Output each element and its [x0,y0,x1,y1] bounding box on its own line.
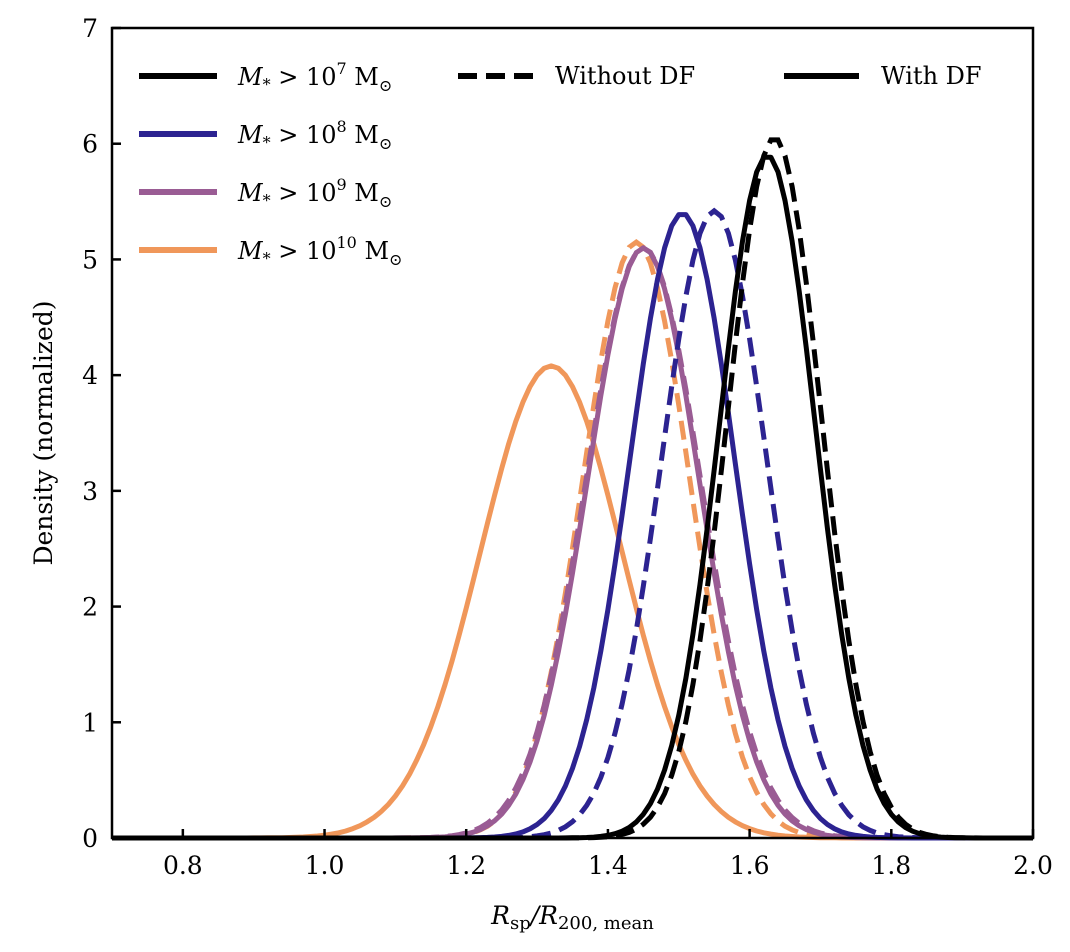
x-axis-label-sub1: sp [510,913,531,934]
x-tick-label: 0.8 [163,851,203,880]
y-axis-label: Density (normalized) [29,300,58,565]
legend-label-with-df: With DF [881,62,982,90]
legend-label-m9: M* > 109 M⊙ [237,175,392,211]
x-axis-label-r2: /R [529,901,558,930]
legend-label-m7: M* > 107 M⊙ [237,59,392,95]
y-tick-label: 3 [82,477,98,506]
plot-frame [110,26,1035,840]
legend-label-m10: M* > 1010 M⊙ [237,233,402,269]
legend-label-without-df: Without DF [555,62,695,90]
y-tick-label: 6 [82,130,98,159]
y-axis: 0 1 2 3 4 5 6 7 [82,14,121,853]
x-tick-label: 1.2 [446,851,486,880]
x-axis-label-r1: R [490,901,510,930]
x-axis: 0.8 1.0 1.2 1.4 1.6 1.8 2.0 [163,829,1053,880]
x-tick-label: 1.4 [588,851,628,880]
x-tick-label: 1.8 [871,851,911,880]
x-axis-label-sub2: 200, mean [558,913,654,934]
y-tick-label: 5 [82,245,98,274]
x-tick-label: 2.0 [1013,851,1053,880]
y-tick-label: 7 [82,14,98,43]
x-axis-label: Rsp/R200, mean [490,901,654,934]
legend-label-m8: M* > 108 M⊙ [237,117,392,153]
x-tick-label: 1.6 [730,851,770,880]
x-tick-label: 1.0 [305,851,345,880]
y-tick-label: 2 [82,593,98,622]
legend: M* > 107 M⊙ M* > 108 M⊙ M* > 109 M⊙ M* > 10… [139,59,982,269]
y-tick-label: 4 [82,361,98,390]
y-tick-label: 1 [82,708,98,737]
y-tick-label: 0 [82,824,98,853]
curve-m8-without-df [112,207,1033,841]
curve-m10-without-df [112,238,1033,841]
curve-m8-with-df [112,212,1033,841]
